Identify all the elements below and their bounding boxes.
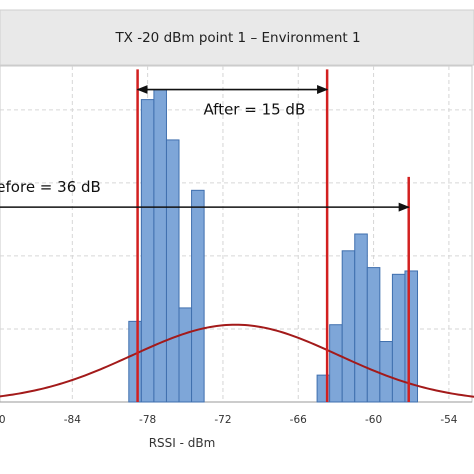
histogram-bar	[128, 320, 142, 403]
x-tick-label: -54	[440, 414, 457, 426]
x-tick-label: -78	[139, 414, 156, 426]
chart-title: TX -20 dBm point 1 – Environment 1	[114, 30, 360, 46]
x-tick-label: -72	[214, 414, 231, 426]
title-band	[0, 9, 474, 66]
histogram-bar	[329, 324, 343, 403]
histogram-bar	[366, 267, 381, 403]
plot-layer: TX -20 dBm point 1 – Environment 1 -90 -84…	[0, 9, 474, 450]
x-axis-label: RSSI - dBm	[149, 436, 216, 450]
histogram-bar	[178, 307, 193, 403]
x-tick-label: -66	[290, 414, 307, 426]
histogram-bar	[391, 273, 406, 403]
x-tick-label: -60	[365, 414, 382, 426]
histogram-bar	[341, 250, 356, 403]
histogram-bar	[191, 189, 205, 403]
histogram-bar	[140, 99, 155, 403]
histogram-bar	[165, 139, 180, 403]
normal-fit-curve	[0, 323, 474, 398]
x-tick-label: -90	[0, 414, 6, 426]
histogram-bar	[379, 341, 393, 403]
after-annotation-label: After = 15 dB	[203, 101, 305, 119]
histogram-bar	[153, 89, 167, 403]
x-tick-label: -84	[64, 414, 81, 426]
histogram-bar	[354, 233, 368, 403]
